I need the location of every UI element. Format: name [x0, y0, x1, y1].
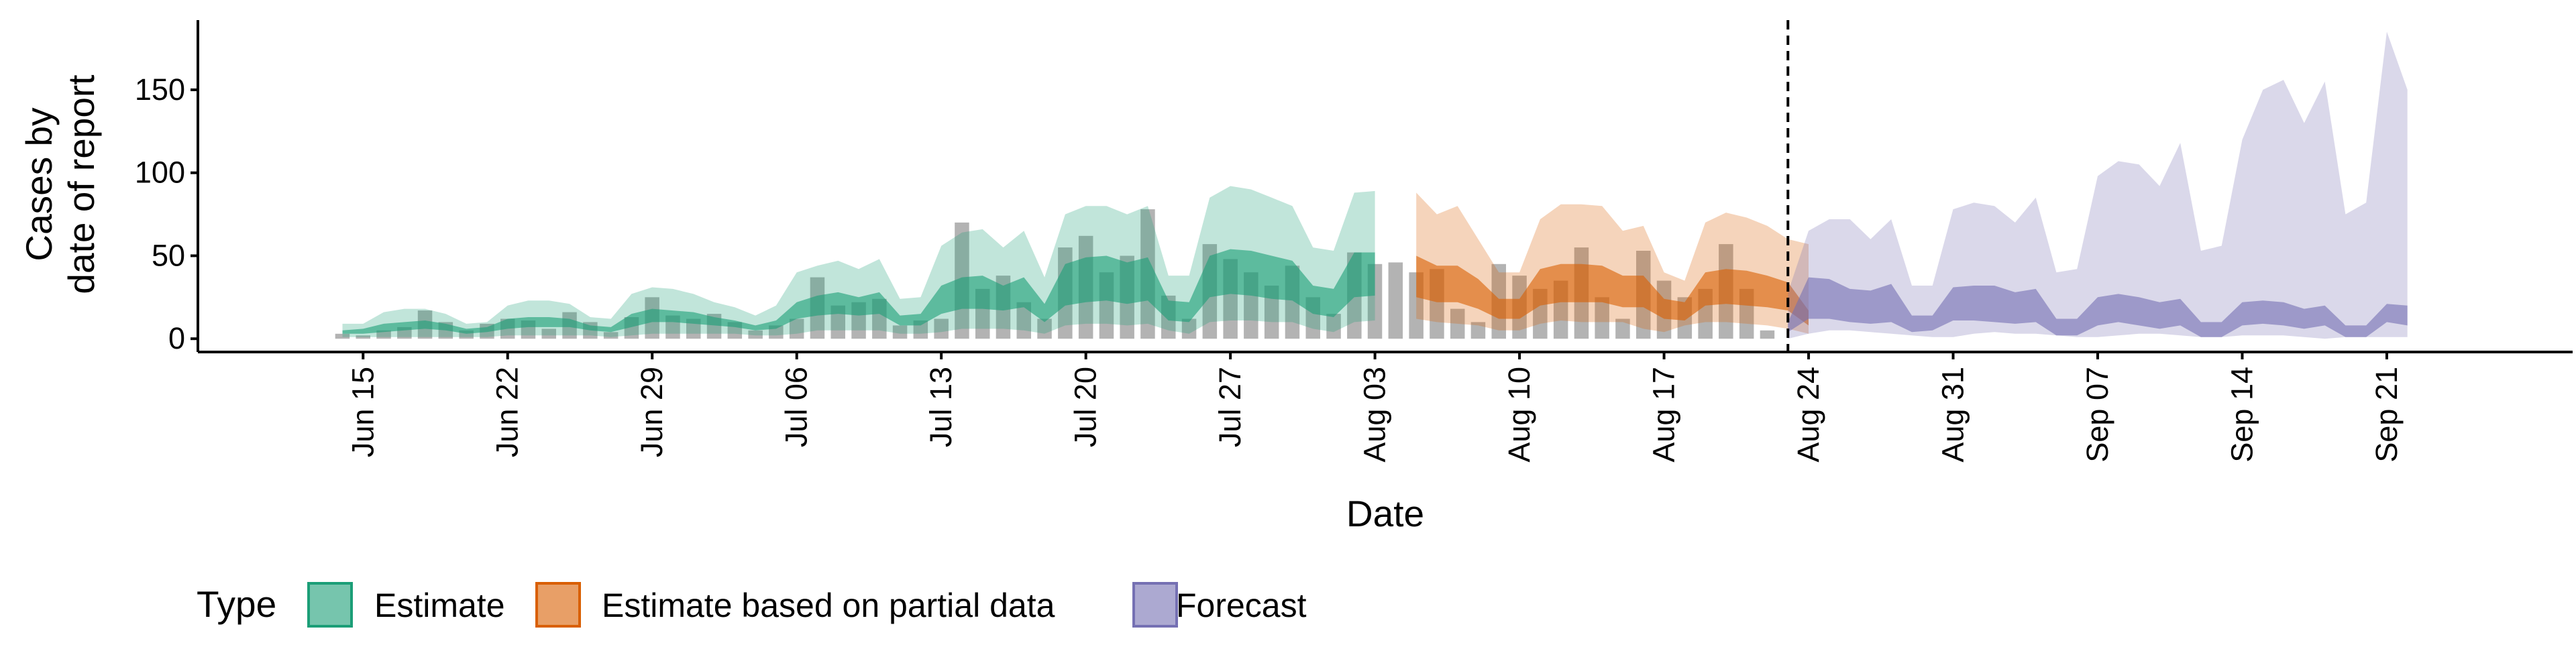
ribbon-inner-2 [1788, 277, 2408, 337]
observed-case-bar [892, 325, 908, 339]
axes: 0 50 100 150 Jun 15 Jun 22 Jun 29 Jul 06 Jul 13 J… [18, 20, 2573, 534]
legend: Type Estimate Estimate based on partial da… [197, 582, 1307, 628]
observed-case-bar [1326, 314, 1341, 339]
legend-label-2: Forecast [1176, 587, 1307, 624]
y-tick-label: 50 [152, 238, 185, 272]
x-tick-label: Jul 06 [780, 367, 814, 447]
ribbon-inner-0 [342, 249, 1375, 334]
ribbon-outer-2 [1788, 32, 2408, 339]
x-tick-label: Sep 07 [2080, 367, 2114, 463]
ribbon-outer-1 [1416, 192, 1809, 334]
observed-case-bar [1388, 262, 1403, 339]
observed-case-bar [1037, 318, 1052, 339]
legend-key-0 [307, 582, 353, 628]
x-axis-title: Date [1346, 493, 1424, 534]
y-tick-label: 0 [168, 321, 185, 355]
x-tick-label: Jun 22 [490, 367, 525, 457]
x-tick-label: Sep 14 [2225, 367, 2259, 463]
x-tick-label: Jul 20 [1069, 367, 1103, 447]
observed-case-bar [1450, 308, 1465, 339]
observed-case-bar [1470, 322, 1486, 339]
ribbons [342, 32, 2408, 339]
y-tick-label: 150 [135, 72, 185, 107]
x-tick-label: Aug 10 [1502, 367, 1536, 463]
observed-case-bar [1760, 330, 1775, 339]
x-tick-label: Jun 29 [635, 367, 669, 457]
observed-case-bar [1016, 302, 1031, 339]
x-tick-label: Jul 27 [1213, 367, 1247, 447]
observed-case-bar [748, 330, 763, 339]
x-tick-label: Jun 15 [345, 367, 380, 457]
observed-case-bar [603, 332, 619, 339]
ribbon-inner-1 [1416, 255, 1809, 326]
legend-title: Type [197, 583, 276, 625]
y-axis-title-line-2: date of report [60, 74, 102, 294]
legend-key-2 [1132, 582, 1178, 628]
observed-case-bar [934, 318, 949, 339]
x-tick-label: Aug 24 [1791, 367, 1825, 463]
observed-case-bar [541, 329, 556, 339]
observed-case-bar [335, 333, 350, 339]
x-tick-label: Jul 13 [924, 367, 958, 447]
observed-case-bar [376, 330, 391, 339]
y-tick-label: 100 [135, 156, 185, 190]
legend-label-0: Estimate [374, 587, 505, 624]
observed-case-bar [356, 335, 370, 339]
legend-key-1 [535, 582, 581, 628]
observed-case-bar [1181, 318, 1197, 339]
x-tick-label: Aug 31 [1936, 367, 1970, 463]
observed-case-bar [789, 318, 804, 339]
x-tick-label: Aug 17 [1647, 367, 1681, 463]
y-axis-title-line-1: Cases by [18, 107, 60, 261]
x-tick-label: Aug 03 [1358, 367, 1392, 463]
x-tick-label: Sep 21 [2369, 367, 2404, 463]
observed-case-bar [1595, 297, 1609, 339]
legend-label-1: Estimate based on partial data [602, 587, 1055, 624]
observed-case-bar [1615, 318, 1630, 339]
